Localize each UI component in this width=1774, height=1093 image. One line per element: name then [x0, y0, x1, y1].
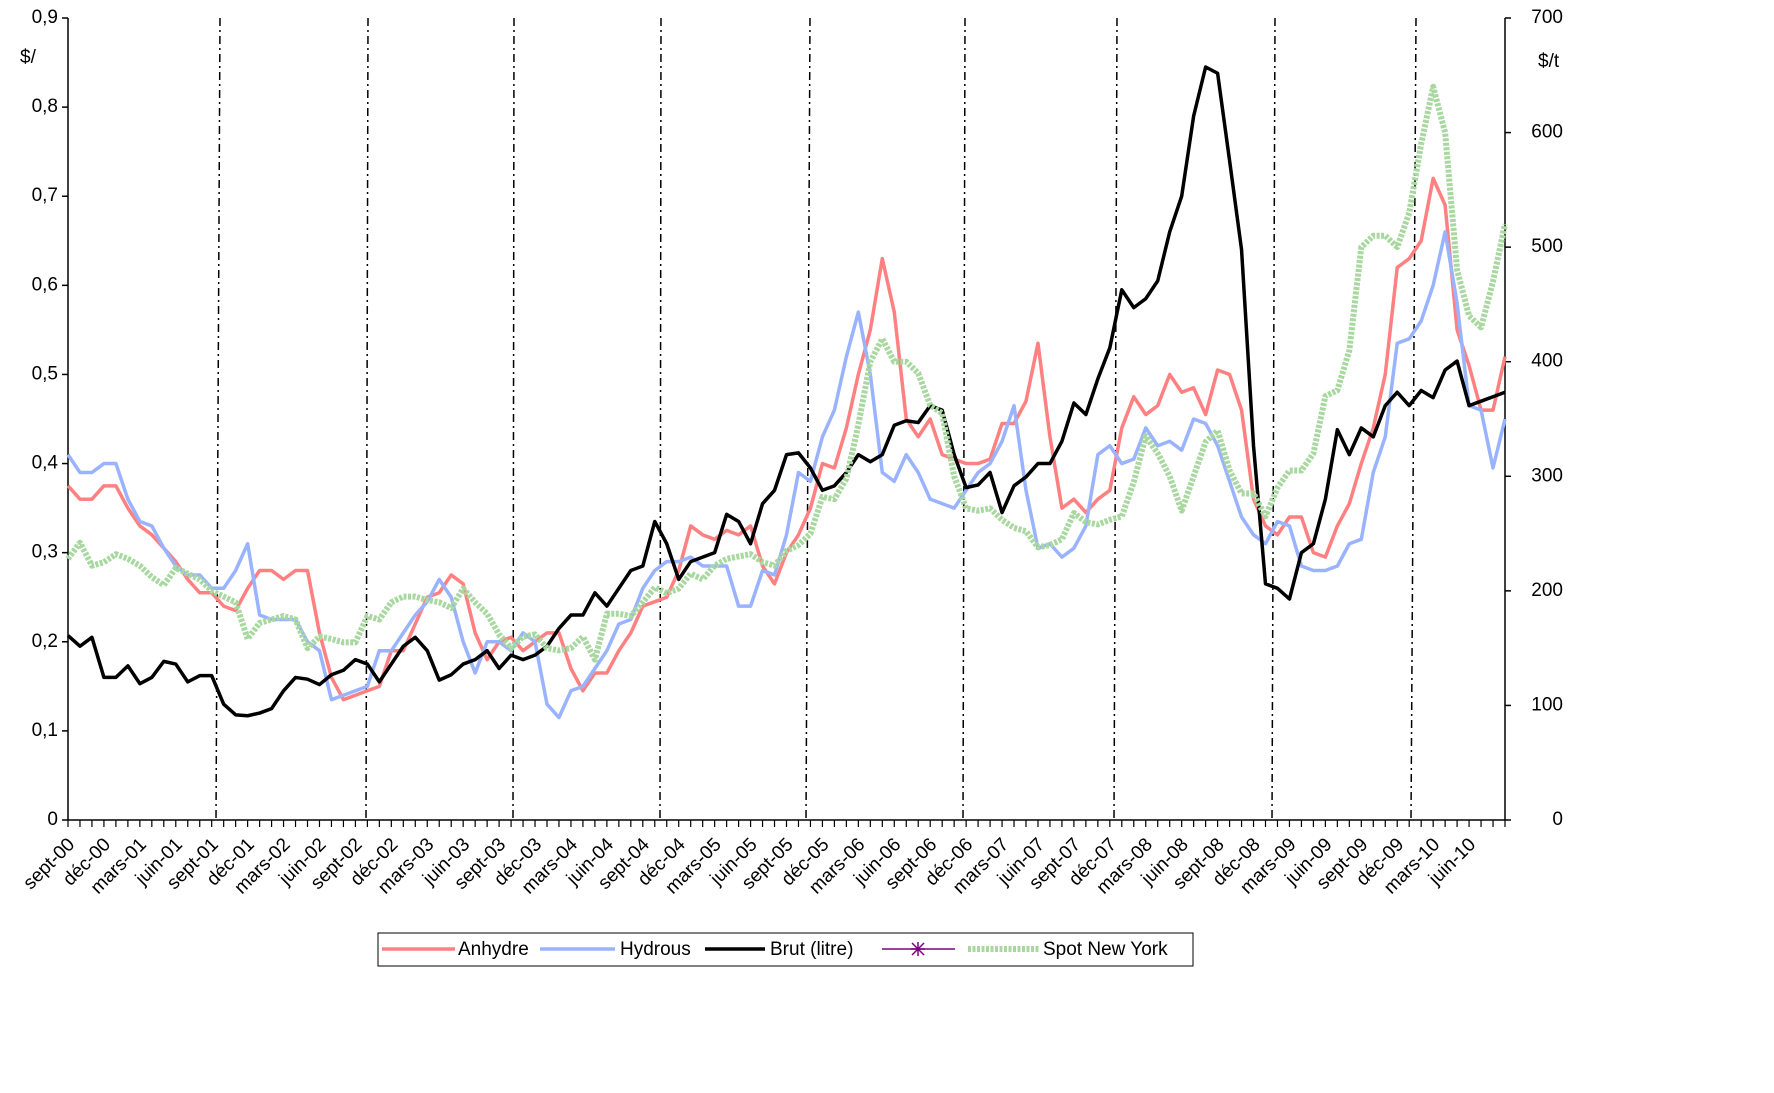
- y-tick-label: 0,9: [32, 7, 58, 28]
- y2-tick-label: 0: [1552, 809, 1563, 830]
- separator: [1271, 17, 1276, 821]
- separator: [659, 17, 662, 821]
- legend-label: Hydrous: [620, 939, 691, 960]
- y2-tick-label: 700: [1531, 7, 1563, 28]
- series-line: [66, 65, 1506, 718]
- y2-tick-label: 100: [1531, 694, 1563, 715]
- y-tick-label: 0: [47, 809, 58, 830]
- y-tick-label: 0,3: [32, 542, 58, 563]
- y-tick-label: 0,8: [32, 96, 58, 117]
- y-tick-label: 0,5: [32, 363, 58, 384]
- separator: [1113, 17, 1118, 821]
- y2-tick-label: 300: [1531, 465, 1563, 486]
- legend-empty-entry: [882, 942, 955, 956]
- y2-tick-label: 200: [1531, 580, 1563, 601]
- legend-label: Brut (litre): [770, 939, 853, 960]
- legend-box: [377, 932, 1194, 967]
- y-tick-label: 0,1: [32, 720, 58, 741]
- y-tick-label: 0,2: [32, 631, 58, 652]
- legend-marker: [911, 942, 925, 956]
- y2-tick-label: 400: [1531, 351, 1563, 372]
- separator: [1410, 17, 1417, 821]
- y2-tick-label: 500: [1531, 236, 1563, 257]
- y2-tick-label: 600: [1531, 122, 1563, 143]
- y-tick-label: 0,4: [32, 453, 59, 474]
- series-line: [65, 83, 1508, 663]
- y2-axis-unit: $/t: [1538, 51, 1560, 72]
- separator: [805, 17, 811, 821]
- separator: [962, 17, 966, 821]
- period-separators: [215, 17, 1417, 821]
- y-axis-unit: $/: [20, 47, 37, 68]
- y-tick-label: 0,7: [32, 185, 58, 206]
- legend-label: Anhydre: [458, 939, 529, 960]
- legend-label: Spot New York: [1043, 939, 1168, 960]
- separator: [512, 17, 515, 821]
- y-tick-label: 0,6: [32, 274, 58, 295]
